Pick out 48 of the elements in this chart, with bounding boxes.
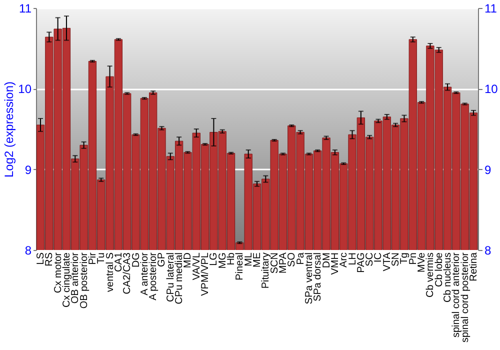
- y-axis-title: Log2 (expression): [2, 81, 16, 178]
- x-tick-label: PAG: [356, 252, 367, 273]
- x-tick-label: VMH: [330, 252, 341, 275]
- x-tick-label: CA1: [113, 252, 124, 272]
- x-tick-label: Retina: [468, 252, 480, 282]
- x-tick-label: GP: [156, 252, 168, 267]
- x-tick-label: SCN: [269, 252, 280, 274]
- x-tick-label: Pituitary: [260, 252, 272, 289]
- x-tick-label: Cb lobe: [434, 252, 445, 287]
- x-tick-label: ML: [243, 252, 254, 266]
- x-tick-label: DM: [321, 252, 332, 268]
- x-tick-label: Pa: [295, 252, 306, 265]
- x-tick-label: Pineal: [234, 252, 246, 280]
- x-tick-label: ventral S: [104, 252, 116, 292]
- x-tick-label: CA2/CA3: [122, 252, 134, 294]
- y-tick-label: 10: [18, 82, 32, 96]
- x-tick-label: SPa dorsal: [312, 252, 324, 302]
- x-tick-label: Cx cingulate: [61, 252, 72, 308]
- y2-tick-label: 11: [484, 2, 498, 16]
- x-tick-label: DG: [130, 252, 142, 268]
- y2-tick-label: 9: [484, 162, 492, 177]
- x-tick-label: VTA: [382, 252, 393, 272]
- x-tick-label: OB anterior: [70, 252, 82, 304]
- x-tick-label: MPA: [278, 252, 289, 274]
- x-tick-label: OB posterior: [78, 252, 90, 309]
- x-tick-label: spinal cord posterior: [460, 252, 471, 343]
- x-tick-label: IC: [373, 252, 384, 262]
- x-tick-label: CPu lateral: [165, 252, 176, 302]
- x-tick-label: Pn: [408, 252, 419, 265]
- x-tick-label: Tu: [96, 252, 108, 264]
- x-tick-label: VA/VL: [191, 252, 202, 280]
- y2-tick-label: 10: [484, 82, 498, 96]
- x-tick-label: A posterior: [148, 252, 160, 300]
- x-tick-label: LG: [208, 252, 220, 266]
- x-tick-label: ME: [252, 252, 263, 268]
- x-tick-label: SO: [286, 252, 298, 267]
- x-tick-label: Tg: [399, 252, 410, 264]
- x-tick-label: A anterior: [139, 252, 150, 296]
- x-tick-label: Arc: [338, 252, 350, 268]
- x-tick-label: SPa ventral: [304, 252, 315, 304]
- x-tick-label: spinal cord anterior: [451, 252, 462, 338]
- x-tick-label: RS: [44, 252, 56, 266]
- x-tick-label: Pir: [87, 252, 98, 265]
- y-tick-label: 8: [24, 244, 32, 258]
- y2-tick-label: 8: [484, 244, 492, 258]
- x-tick-label: LH: [347, 252, 358, 266]
- y-tick-label: 11: [19, 2, 32, 16]
- y-tick-label: 9: [24, 162, 32, 177]
